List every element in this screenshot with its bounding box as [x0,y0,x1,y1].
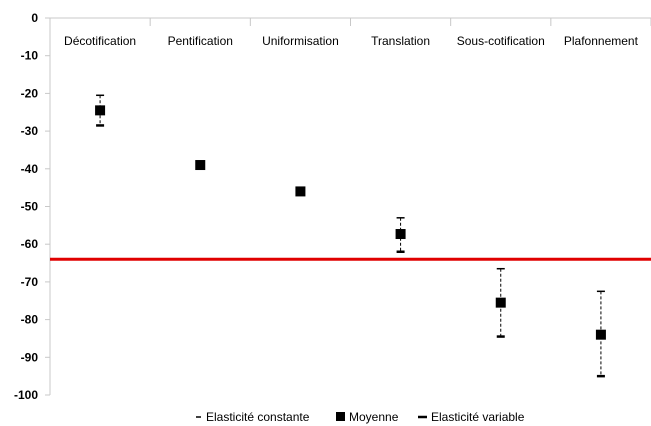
moyenne-marker [395,229,406,240]
y-tick-label: -20 [21,86,39,100]
y-tick-label: -70 [21,275,39,289]
category-label: Plafonnement [564,34,639,48]
y-tick-label: -80 [21,313,39,327]
y-tick-label: -60 [21,237,39,251]
y-tick-label: -100 [14,388,38,402]
y-tick-label: -10 [21,49,39,63]
category-labels: Décotification Pentification Uniformisatio… [64,34,639,48]
moyenne-marker [195,160,206,171]
category-label: Translation [371,34,430,48]
y-tick-label: -40 [21,162,39,176]
legend-label: Elasticité variable [431,410,525,424]
y-tick-label: -90 [21,350,39,364]
legend: Elasticité constante Moyenne Elasticité va… [196,410,525,424]
legend-symbol-moyenne [336,412,345,421]
category-label: Décotification [64,34,136,48]
category-label: Uniformisation [262,34,339,48]
category-label: Sous-cotification [457,34,545,48]
y-axis: 0 -10 -20 -30 -40 -50 -60 -70 -80 -90 -100 [14,11,51,402]
category-label: Pentification [168,34,233,48]
moyenne-marker [95,105,106,116]
legend-label: Moyenne [349,410,399,424]
y-tick-label: 0 [31,11,38,25]
y-tick-label: -30 [21,124,39,138]
data-marks [95,94,606,378]
moyenne-marker [295,186,306,197]
moyenne-marker [595,329,606,340]
moyenne-marker [495,297,506,308]
y-tick-label: -50 [21,200,39,214]
legend-label: Elasticité constante [206,410,310,424]
